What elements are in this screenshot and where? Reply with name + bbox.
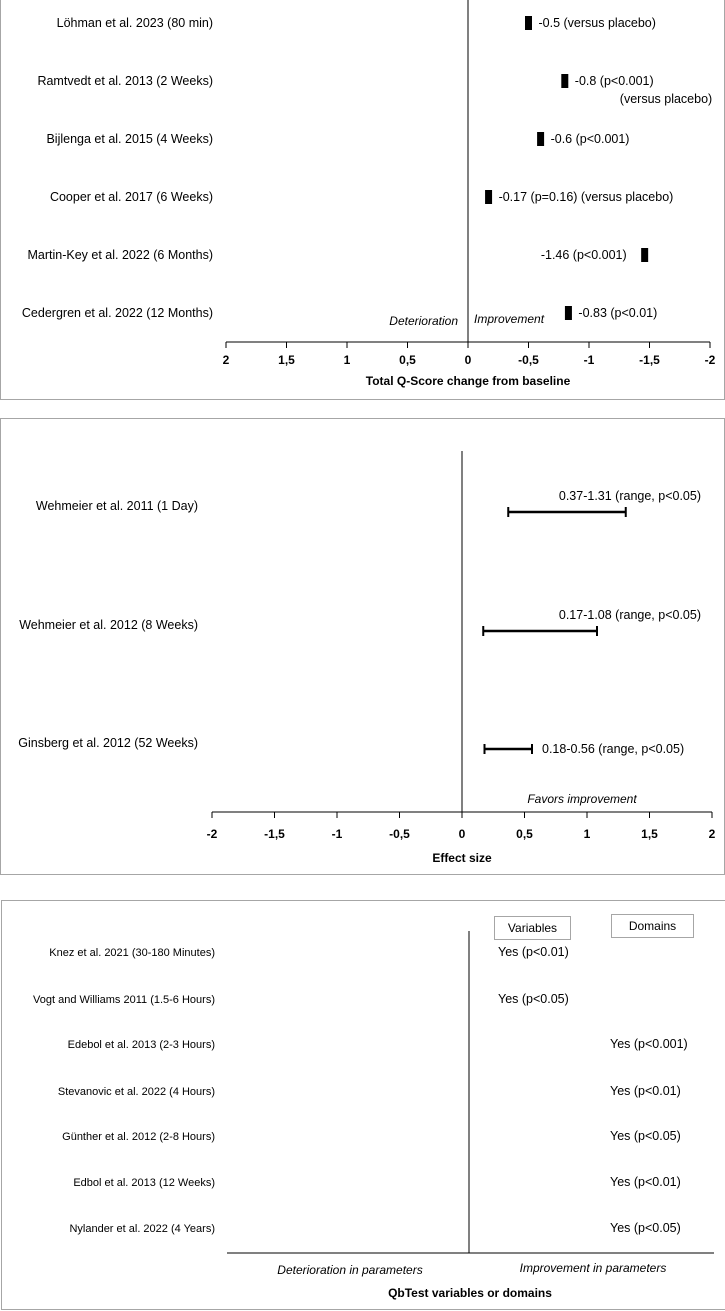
deterioration-note: Deterioration bbox=[389, 314, 458, 328]
improvement-note: Improvement in parameters bbox=[520, 1261, 667, 1275]
x-tick-label: 1,5 bbox=[278, 353, 295, 367]
range-annotation: 0.37-1.31 (range, p<0.05) bbox=[559, 489, 701, 503]
point-estimate-marker bbox=[561, 74, 569, 88]
study-label: Ramtvedt et al. 2013 (2 Weeks) bbox=[37, 74, 213, 88]
point-estimate-marker bbox=[537, 132, 545, 146]
study-label: Ginsberg et al. 2012 (52 Weeks) bbox=[18, 736, 198, 750]
point-estimate-marker bbox=[525, 16, 532, 30]
x-tick-label: 2 bbox=[223, 353, 230, 367]
x-tick-label: -1,5 bbox=[639, 353, 660, 367]
result-text: Yes (p<0.001) bbox=[610, 1037, 688, 1051]
estimate-annotation: -0.83 (p<0.01) bbox=[578, 306, 657, 320]
study-label: Edbol et al. 2013 (12 Weeks) bbox=[73, 1177, 215, 1189]
study-label: Löhman et al. 2023 (80 min) bbox=[57, 16, 213, 30]
x-axis-title: QbTest variables or domains bbox=[388, 1286, 552, 1300]
study-label: Martin-Key et al. 2022 (6 Months) bbox=[28, 248, 214, 262]
study-label: Edebol et al. 2013 (2-3 Hours) bbox=[68, 1039, 215, 1051]
x-tick-label: 1,5 bbox=[641, 827, 658, 841]
x-tick-label: 0,5 bbox=[516, 827, 533, 841]
study-label: Günther et al. 2012 (2-8 Hours) bbox=[62, 1131, 215, 1143]
estimate-annotation: -0.6 (p<0.001) bbox=[551, 132, 630, 146]
deterioration-note: Deterioration in parameters bbox=[277, 1263, 422, 1277]
x-tick-label: -2 bbox=[207, 827, 218, 841]
x-axis-title: Total Q-Score change from baseline bbox=[366, 374, 571, 388]
study-label: Knez et al. 2021 (30-180 Minutes) bbox=[49, 947, 215, 959]
x-tick-label: 1 bbox=[344, 353, 351, 367]
improvement-note: Improvement bbox=[474, 312, 545, 326]
x-tick-label: 0 bbox=[459, 827, 466, 841]
point-estimate-marker bbox=[485, 190, 493, 204]
estimate-annotation: -0.5 (versus placebo) bbox=[539, 16, 656, 30]
study-label: Vogt and Williams 2011 (1.5-6 Hours) bbox=[33, 994, 215, 1006]
x-tick-label: 0,5 bbox=[399, 353, 416, 367]
point-estimate-marker bbox=[641, 248, 649, 262]
chart-panel-qscore: 2 1,5 1 0,5 0 -0,5 -1 -1,5 -2 Total Q-Score chang… bbox=[0, 0, 725, 400]
study-label: Cooper et al. 2017 (6 Weeks) bbox=[50, 190, 213, 204]
x-tick-label: -1 bbox=[584, 353, 595, 367]
study-label: Nylander et al. 2022 (4 Years) bbox=[69, 1223, 215, 1235]
column-header-variables: Variables bbox=[494, 916, 571, 940]
result-text: Yes (p<0.05) bbox=[610, 1221, 681, 1235]
x-tick-label: -1,5 bbox=[264, 827, 285, 841]
study-label: Wehmeier et al. 2011 (1 Day) bbox=[36, 499, 198, 513]
chart-panel-effect-size: -2 -1,5 -1 -0,5 0 0,5 1 1,5 2 Effect size Favors i… bbox=[0, 418, 725, 875]
x-tick-label: -1 bbox=[332, 827, 343, 841]
result-text: Yes (p<0.01) bbox=[610, 1084, 681, 1098]
result-text: Yes (p<0.05) bbox=[498, 992, 569, 1006]
chart-panel-qbtest: Variables Domains Knez et al. 2021 (30-1… bbox=[1, 900, 725, 1310]
x-tick-label: 2 bbox=[709, 827, 716, 841]
x-axis-title: Effect size bbox=[432, 851, 492, 865]
study-label: Bijlenga et al. 2015 (4 Weeks) bbox=[46, 132, 213, 146]
range-annotation: 0.17-1.08 (range, p<0.05) bbox=[559, 608, 701, 622]
result-text: Yes (p<0.05) bbox=[610, 1129, 681, 1143]
range-annotation: 0.18-0.56 (range, p<0.05) bbox=[542, 742, 684, 756]
estimate-annotation: -1.46 (p<0.001) bbox=[541, 248, 627, 262]
x-tick-label: 1 bbox=[584, 827, 591, 841]
x-tick-label: 0 bbox=[465, 353, 472, 367]
effect-size-forest-plot: -2 -1,5 -1 -0,5 0 0,5 1 1,5 2 Effect size Favors i… bbox=[18, 451, 716, 865]
qbtest-results-chart: Knez et al. 2021 (30-180 Minutes) Yes (p<… bbox=[33, 931, 714, 1300]
study-label: Wehmeier et al. 2012 (8 Weeks) bbox=[19, 618, 198, 632]
estimate-annotation: (versus placebo) bbox=[620, 92, 712, 106]
point-estimate-marker bbox=[564, 306, 572, 320]
favors-improvement-note: Favors improvement bbox=[527, 792, 637, 806]
estimate-annotation: -0.8 (p<0.001) bbox=[575, 74, 654, 88]
study-label: Cedergren et al. 2022 (12 Months) bbox=[22, 306, 213, 320]
x-tick-label: -0,5 bbox=[518, 353, 539, 367]
study-label: Stevanovic et al. 2022 (4 Hours) bbox=[58, 1086, 215, 1098]
x-tick-label: -0,5 bbox=[389, 827, 410, 841]
result-text: Yes (p<0.01) bbox=[610, 1175, 681, 1189]
estimate-annotation: -0.17 (p=0.16) (versus placebo) bbox=[499, 190, 674, 204]
column-header-domains: Domains bbox=[611, 914, 694, 938]
result-text: Yes (p<0.01) bbox=[498, 945, 569, 959]
x-tick-label: -2 bbox=[705, 353, 716, 367]
qscore-forest-plot: 2 1,5 1 0,5 0 -0,5 -1 -1,5 -2 Total Q-Score chang… bbox=[22, 0, 716, 388]
